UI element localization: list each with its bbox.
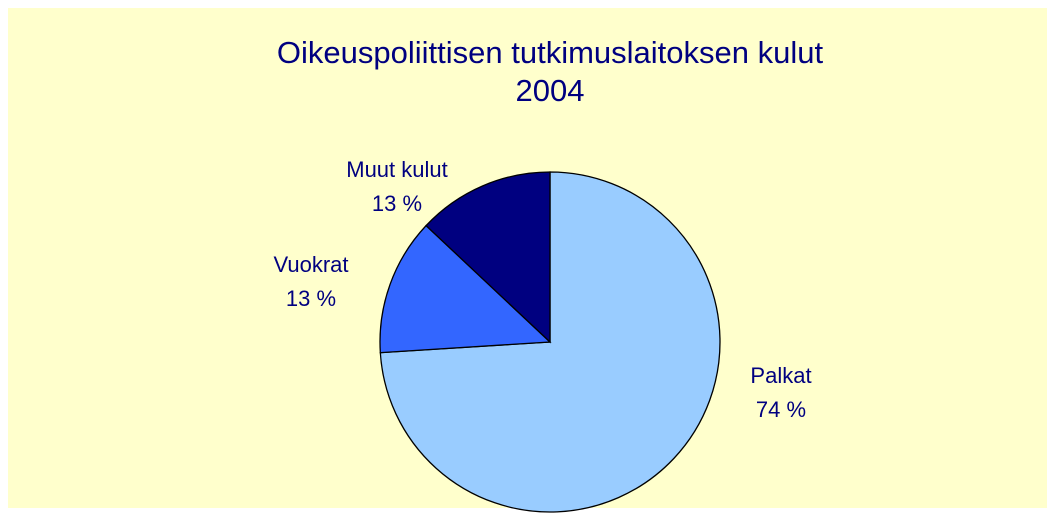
chart-title: Oikeuspoliittisen tutkimuslaitoksen kulu… <box>276 35 824 108</box>
slice-value-label: 74 % <box>756 397 806 422</box>
pie <box>379 171 721 513</box>
slice-category-label: Vuokrat <box>273 252 348 277</box>
slice-category-label: Palkat <box>750 363 811 388</box>
pie-slice <box>425 171 551 344</box>
slice-value-label: 13 % <box>372 191 422 216</box>
slice-category-label: Muut kulut <box>346 157 448 182</box>
slice-value-label: 13 % <box>286 286 336 311</box>
pie-slice <box>379 224 552 354</box>
